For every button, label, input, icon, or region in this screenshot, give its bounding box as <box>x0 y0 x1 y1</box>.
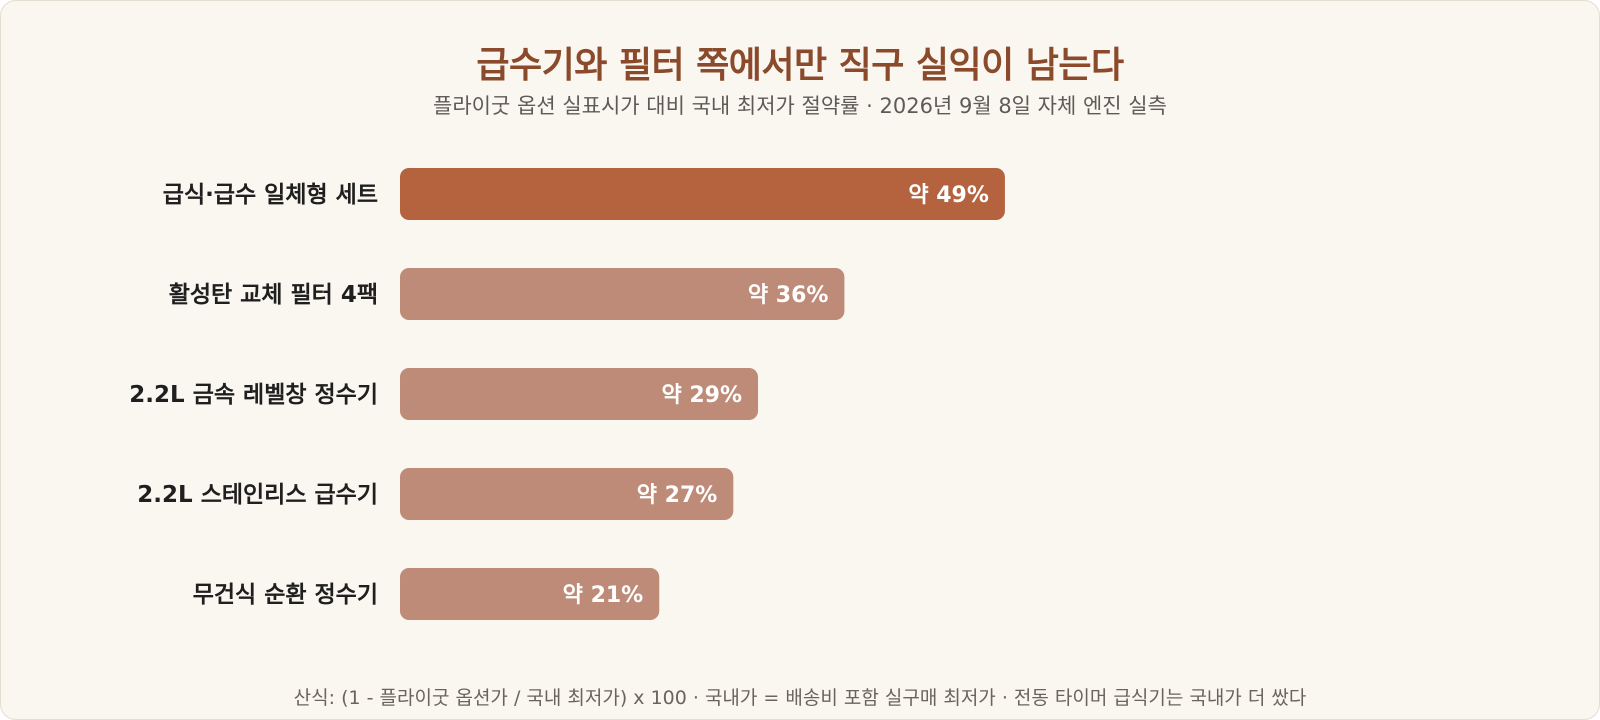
chart-subtitle: 플라이굿 옵션 실표시가 대비 국내 최저가 절약률 · 2026년 9월 8일… <box>433 94 1167 118</box>
category-label-4: 2.2L 스테인리스 급수기 <box>137 482 378 508</box>
bar-2 <box>400 268 845 320</box>
category-label-3: 2.2L 금속 레벨창 정수기 <box>129 382 378 408</box>
data-label-3: 약 29% <box>661 383 742 408</box>
bar-4 <box>400 468 734 520</box>
bar-5 <box>400 568 660 620</box>
chart-title: 급수기와 필터 쪽에서만 직구 실익이 남는다 <box>476 45 1124 86</box>
chart-footnote: 산식: (1 - 플라이굿 옵션가 / 국내 최저가) x 100 · 국내가 … <box>293 687 1307 709</box>
data-label-5: 약 21% <box>563 583 644 608</box>
data-label-2: 약 36% <box>748 283 829 308</box>
bar-3 <box>400 368 759 420</box>
bar-1 <box>400 168 1005 220</box>
category-label-1: 급식·급수 일체형 세트 <box>163 182 378 208</box>
data-label-1: 약 49% <box>908 183 989 208</box>
data-label-4: 약 27% <box>637 483 718 508</box>
category-label-2: 활성탄 교체 필터 4팩 <box>169 282 378 308</box>
category-label-5: 무건식 순환 정수기 <box>193 582 378 608</box>
